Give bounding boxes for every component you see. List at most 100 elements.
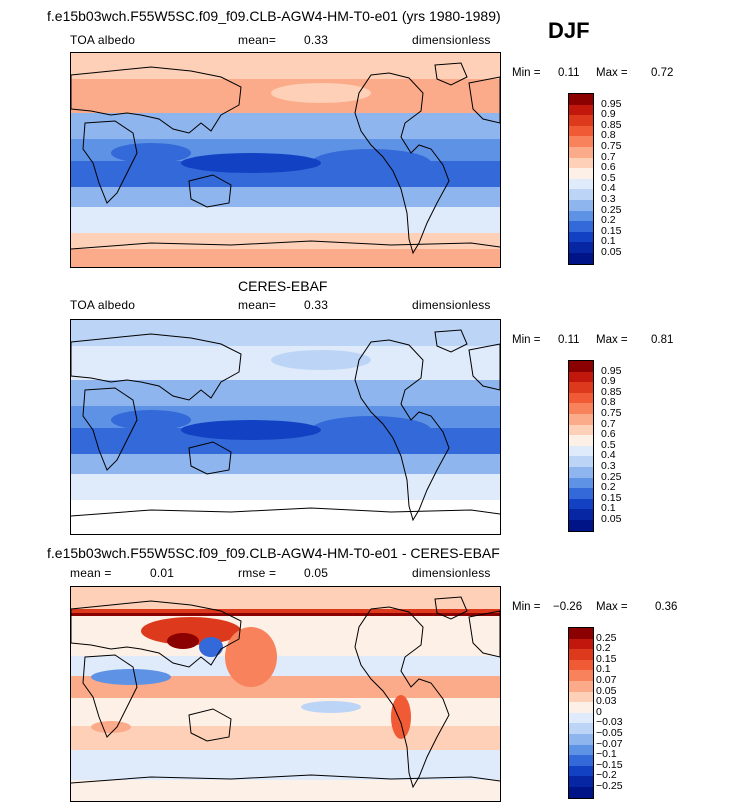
colorbar-tick-label: 0.5 [601, 438, 616, 451]
field-band [71, 613, 500, 616]
field-band [71, 207, 500, 233]
panel2-min-label: Min = [512, 334, 541, 346]
field-patch [111, 410, 191, 430]
coastline [434, 596, 468, 620]
colorbar-swatch [569, 242, 593, 253]
ceres-albedo-map [70, 319, 501, 535]
difference-colorbar [568, 627, 594, 799]
map-canvas [71, 587, 500, 801]
panel1-field-label: TOA albedo [70, 33, 136, 47]
page-title: f.e15b03wch.F55W5SC.f09_f09.CLB-AGW4-HM-… [47, 8, 501, 24]
coastline [188, 174, 232, 208]
colorbar-swatch [569, 371, 593, 383]
colorbar-swatch [569, 199, 593, 211]
colorbar-tick-label: 0.7 [601, 417, 616, 430]
panel3-min-label: Min = [512, 601, 541, 613]
panel3-max-label: Max = [596, 601, 628, 613]
colorbar-swatch [569, 189, 593, 200]
field-band [71, 233, 500, 249]
map-canvas [71, 320, 500, 534]
field-band [71, 187, 500, 207]
field-band [71, 474, 500, 500]
panel2-min-value: 0.11 [558, 334, 580, 346]
field-band [71, 780, 500, 801]
coastline [82, 387, 138, 471]
colorbar-tick-label: 0.95 [601, 97, 622, 110]
panel1-mean-value: 0.33 [304, 33, 329, 47]
field-band [71, 454, 500, 474]
colorbar-tick-label: −0.05 [596, 727, 623, 739]
panel2-max-label: Max = [596, 334, 628, 346]
coastline [434, 62, 468, 86]
coastline [71, 507, 500, 517]
colorbar-swatch [569, 466, 593, 478]
panel1-max-label: Max = [596, 67, 628, 79]
colorbar-swatch [569, 628, 593, 639]
coastline [71, 333, 242, 401]
panel1-min-value: 0.11 [558, 67, 580, 79]
colorbar-swatch [569, 723, 593, 734]
map-canvas [71, 53, 500, 267]
coastline [354, 72, 450, 255]
colorbar-tick-label: 0.85 [601, 118, 622, 131]
colorbar-tick-label: 0.3 [601, 193, 616, 205]
panel1-max-value: 0.72 [651, 67, 674, 79]
field-band [71, 113, 500, 139]
colorbar-tick-label: 0.75 [601, 140, 622, 152]
colorbar-tick-label: 0.85 [601, 385, 622, 398]
colorbar-tick-label: −0.1 [596, 748, 617, 761]
field-patch [111, 143, 191, 163]
colorbar-tick-label: 0.25 [601, 203, 622, 216]
colorbar-tick-label: 0.15 [601, 224, 622, 237]
colorbar-tick-label: 0.8 [601, 396, 616, 409]
panel2-mean-label: mean= [238, 298, 277, 312]
difference-map [70, 586, 501, 802]
colorbar-swatch [569, 702, 593, 713]
colorbar-swatch [569, 424, 593, 436]
colorbar-tick-label: −0.15 [596, 758, 623, 771]
panel3-units: dimensionless [412, 566, 491, 580]
field-patch [167, 633, 199, 649]
coastline [71, 240, 500, 250]
field-patch [271, 350, 371, 370]
field-band [71, 609, 500, 613]
colorbar-tick-label: 0.15 [596, 652, 617, 665]
colorbar-tick-label: 0.05 [596, 684, 617, 697]
colorbar-swatch [569, 221, 593, 232]
colorbar-tick-label: 0 [596, 705, 602, 718]
colorbar-tick-label: 0.75 [601, 407, 622, 419]
season-label: DJF [548, 18, 590, 43]
model-colorbar [568, 93, 594, 265]
colorbar-swatch [569, 680, 593, 692]
colorbar-swatch [569, 435, 593, 446]
field-band [71, 320, 500, 346]
colorbar-swatch [569, 456, 593, 467]
colorbar-swatch [569, 168, 593, 179]
coastline [82, 120, 138, 204]
colorbar-tick-label: 0.5 [601, 171, 616, 184]
field-band [71, 616, 500, 656]
colorbar-tick-label: 0.15 [601, 491, 622, 504]
colorbar-swatch [569, 146, 593, 158]
colorbar-swatch [569, 488, 593, 499]
panel2-mean-value: 0.33 [304, 298, 329, 312]
colorbar-swatch [569, 178, 593, 190]
colorbar-swatch [569, 445, 593, 457]
field-patch [181, 153, 321, 173]
colorbar-tick-label: 0.4 [601, 449, 616, 462]
colorbar-tick-label: 0.03 [596, 695, 617, 708]
colorbar-tick-label: 0.2 [601, 481, 616, 494]
field-band [71, 380, 500, 406]
colorbar-swatch [569, 115, 593, 126]
field-patch [91, 721, 131, 733]
field-band [71, 516, 500, 534]
colorbar-tick-label: 0.7 [601, 150, 616, 163]
colorbar-tick-label: 0.9 [601, 375, 616, 388]
colorbar-tick-label: 0.6 [601, 428, 616, 441]
coastline [354, 606, 450, 789]
colorbar-tick-label: 0.95 [601, 364, 622, 377]
colorbar-swatch [569, 712, 593, 724]
panel3-heading: f.e15b03wch.F55W5SC.f09_f09.CLB-AGW4-HM-… [47, 545, 500, 561]
colorbar-swatch [569, 403, 593, 414]
colorbar-tick-label: 0.6 [601, 161, 616, 174]
